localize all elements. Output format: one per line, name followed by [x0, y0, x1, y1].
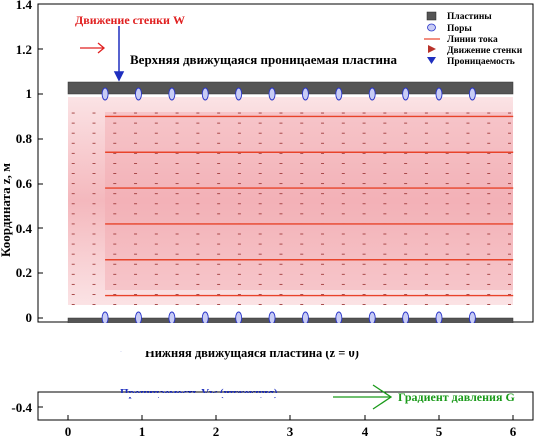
- x-tick-label: 5: [436, 424, 443, 437]
- bottom-label-mask: [38, 323, 534, 351]
- fluid-core: [105, 112, 513, 290]
- y-tick-label: 1.4: [16, 0, 33, 12]
- x-tick-label: 0: [65, 424, 72, 437]
- y-axis-label: Координата z, м: [0, 163, 13, 257]
- velocity-field: [71, 112, 512, 306]
- x-tick-label: 2: [213, 424, 220, 437]
- pore: [101, 87, 109, 101]
- legend-label-permeability: Проницаемость: [447, 57, 515, 67]
- pore: [268, 87, 276, 101]
- y-tick-label: 0: [26, 310, 33, 325]
- legend-label-streamlines: Линии тока: [447, 35, 498, 45]
- legend-permeability-swatch: [427, 57, 436, 64]
- pore: [168, 87, 176, 101]
- x-tick-label: 1: [139, 424, 146, 437]
- pore: [468, 311, 476, 325]
- top-injection-arrow: [113, 26, 125, 82]
- pore: [201, 87, 209, 101]
- y-tick-label: -0.4: [11, 400, 32, 415]
- pore: [368, 87, 376, 101]
- top-plate: [67, 81, 514, 95]
- pressure-gradient-arrow: [333, 384, 393, 410]
- permeability-label-mask: [100, 393, 330, 397]
- pore: [468, 87, 476, 101]
- pore: [135, 87, 142, 101]
- pore: [435, 87, 443, 101]
- pore: [135, 311, 142, 325]
- pore: [335, 87, 343, 101]
- pores: [101, 87, 476, 325]
- pore: [235, 311, 243, 325]
- pressure-gradient-label: Градиент давления G: [398, 390, 515, 404]
- x-tick-label: 6: [510, 424, 517, 437]
- pore: [235, 87, 243, 101]
- legend-plate-swatch: [426, 11, 437, 21]
- pore: [335, 311, 343, 325]
- x-tick-label: 3: [287, 424, 294, 437]
- legend-label-plates: Пластины: [447, 12, 492, 22]
- pore: [101, 311, 109, 325]
- pore: [368, 311, 376, 325]
- x-tick-marks: [67, 415, 514, 420]
- y-tick-label: 0.8: [16, 131, 33, 146]
- wall-motion-arrow: [80, 42, 106, 54]
- pore: [402, 87, 410, 101]
- y-tick-label: 0.6: [16, 176, 33, 191]
- fluid-region: [68, 97, 513, 305]
- legend-wall-motion-swatch: [428, 45, 436, 53]
- y-tick-marks: [38, 48, 43, 408]
- y-ticks: 1.4 1.2 1 0.8 0.6 0.4 0.2 0 -0.4: [11, 0, 32, 415]
- legend-label-pores: Поры: [447, 24, 472, 34]
- y-tick-label: 0.4: [16, 221, 33, 236]
- y-tick-label: 1: [26, 86, 33, 101]
- pore: [168, 311, 176, 325]
- y-tick-label: 1.2: [16, 42, 32, 57]
- streamlines: [105, 115, 514, 297]
- top-plate-label: Верхняя движущаяся проницаемая пластина: [130, 52, 397, 67]
- wall-motion-label: Движение стенки W: [75, 13, 185, 27]
- pore: [301, 87, 309, 101]
- legend-label-wall-motion: Движение стенки: [447, 46, 523, 56]
- pore: [402, 311, 410, 325]
- pore: [201, 311, 209, 325]
- legend-pore-swatch: [427, 23, 436, 32]
- x-ticks: 0 1 2 3 4 5 6: [65, 424, 517, 437]
- y-tick-label: 0.2: [16, 265, 32, 280]
- x-tick-label: 4: [362, 424, 369, 437]
- pore: [268, 311, 276, 325]
- legend: Пластины Поры Линии тока Движение стенки…: [424, 11, 523, 67]
- pore: [301, 311, 309, 325]
- pore: [435, 311, 443, 325]
